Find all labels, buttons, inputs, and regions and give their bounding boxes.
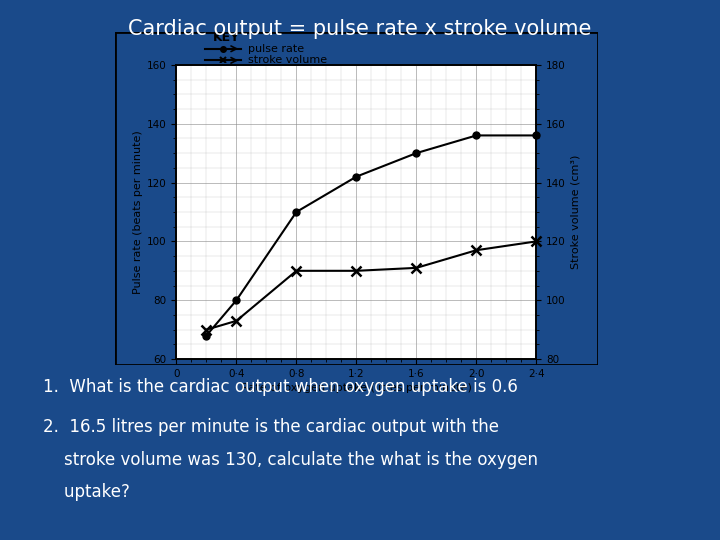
Text: stroke volume: stroke volume [248, 55, 328, 65]
Text: stroke volume was 130, calculate the what is the oxygen: stroke volume was 130, calculate the wha… [43, 451, 539, 469]
Text: Cardiac output = pulse rate x stroke volume: Cardiac output = pulse rate x stroke vol… [128, 19, 592, 39]
Text: 2.  16.5 litres per minute is the cardiac output with the: 2. 16.5 litres per minute is the cardiac… [43, 418, 499, 436]
Text: 1.  What is the cardiac output when oxygen uptake is 0.6: 1. What is the cardiac output when oxyge… [43, 378, 518, 396]
Text: pulse rate: pulse rate [248, 44, 305, 54]
Text: uptake?: uptake? [43, 483, 130, 501]
Y-axis label: Pulse rate (beats per minute): Pulse rate (beats per minute) [132, 130, 143, 294]
Y-axis label: Stroke volume (cm³): Stroke volume (cm³) [570, 155, 580, 269]
Text: KEY: KEY [212, 30, 240, 44]
X-axis label: Rate of oxygen uptake (litres per minute): Rate of oxygen uptake (litres per minute… [241, 383, 472, 393]
